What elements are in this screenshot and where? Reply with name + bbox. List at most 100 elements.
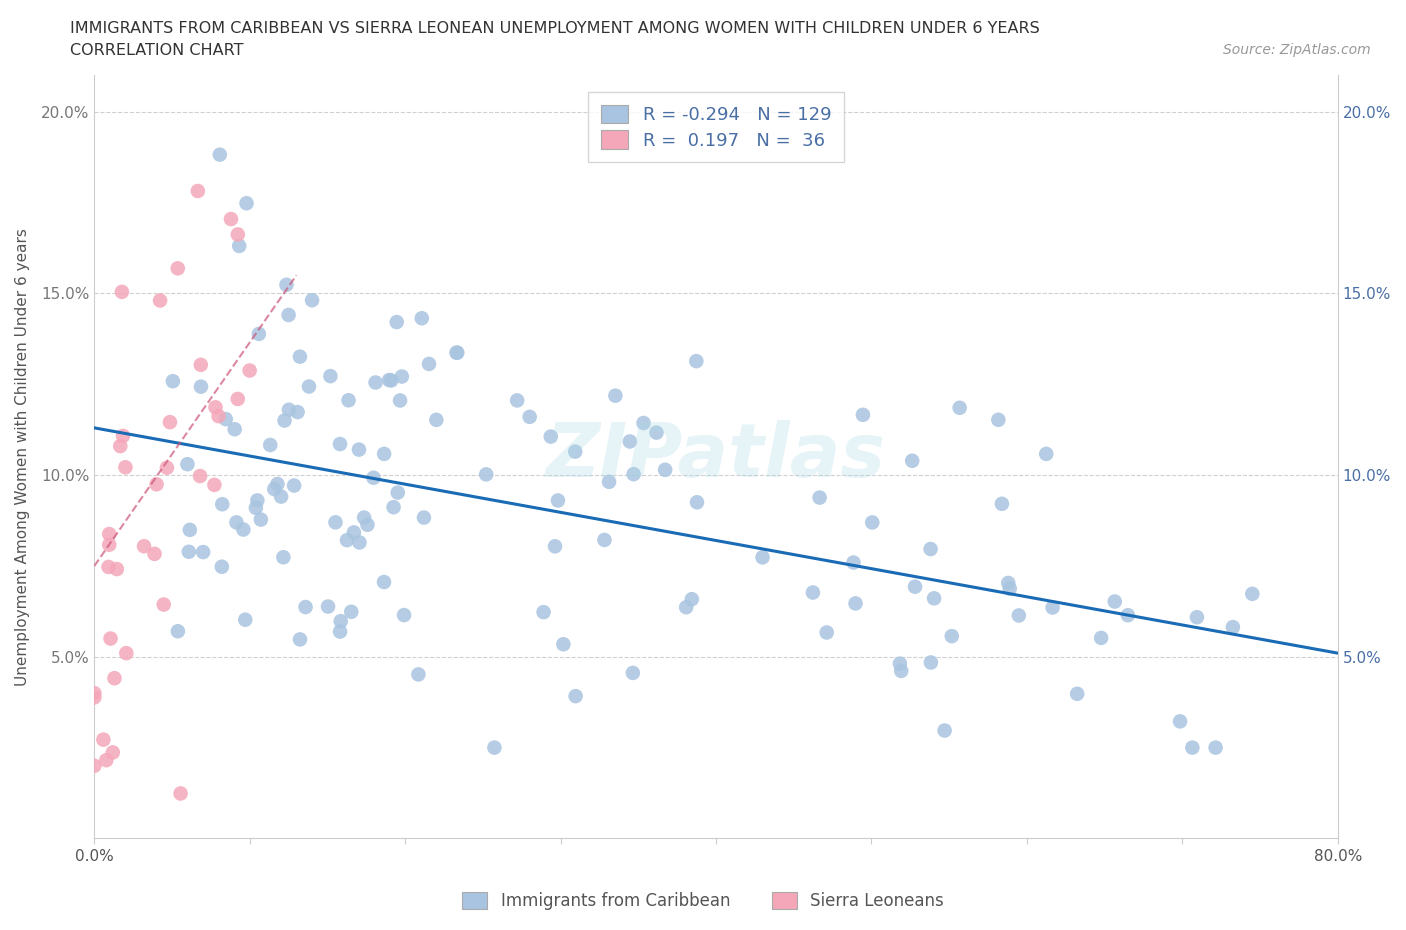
Point (889, 657, 911, 671)
Point (1222, 619, 1244, 634)
Point (645, 425, 668, 440)
Point (263, 482, 285, 497)
Point (204, 400, 226, 415)
Point (621, 666, 644, 681)
Point (105, 562, 128, 577)
Point (1066, 686, 1088, 701)
Point (233, 612, 256, 627)
Point (169, 786, 191, 801)
Point (226, 392, 249, 406)
Point (411, 311, 433, 325)
Point (325, 515, 347, 530)
Point (277, 308, 299, 323)
Point (901, 453, 924, 468)
Point (382, 499, 405, 514)
Point (207, 408, 229, 423)
Point (413, 511, 436, 525)
Point (623, 467, 645, 482)
Point (132, 538, 155, 553)
Point (101, 745, 124, 760)
Point (190, 357, 212, 372)
Point (225, 515, 247, 530)
Point (890, 663, 912, 678)
Point (378, 373, 401, 388)
Point (385, 314, 408, 329)
Point (356, 517, 378, 532)
Point (228, 238, 250, 253)
Text: Source: ZipAtlas.com: Source: ZipAtlas.com (1223, 43, 1371, 57)
Point (115, 645, 138, 660)
Point (152, 597, 174, 612)
Point (425, 412, 447, 427)
Point (188, 469, 211, 484)
Point (934, 724, 956, 738)
Point (852, 407, 875, 422)
Point (389, 393, 412, 408)
Point (336, 533, 359, 548)
Point (98, 526, 121, 541)
Point (380, 373, 402, 388)
Point (219, 212, 242, 227)
Point (353, 511, 375, 525)
Point (484, 740, 506, 755)
Point (266, 476, 288, 491)
Point (920, 655, 942, 670)
Point (277, 403, 299, 418)
Point (316, 599, 339, 614)
Point (392, 607, 415, 622)
Point (179, 523, 201, 538)
Point (920, 541, 942, 556)
Point (1035, 446, 1057, 461)
Point (605, 388, 627, 403)
Point (475, 467, 498, 482)
Point (808, 490, 831, 505)
Point (593, 533, 616, 548)
Point (941, 629, 963, 644)
Point (446, 345, 468, 360)
Point (159, 415, 181, 430)
Point (283, 478, 305, 493)
Point (1116, 608, 1139, 623)
Point (191, 545, 214, 560)
Point (1205, 740, 1227, 755)
Point (167, 624, 190, 639)
Point (1104, 594, 1126, 609)
Point (553, 637, 575, 652)
Point (110, 439, 132, 454)
Y-axis label: Unemployment Among Women with Children Under 6 years: Unemployment Among Women with Children U… (15, 228, 30, 686)
Point (540, 429, 562, 444)
Point (250, 512, 273, 527)
Point (446, 345, 468, 360)
Point (177, 544, 200, 559)
Point (288, 350, 311, 365)
Point (547, 493, 569, 508)
Point (232, 522, 254, 537)
Point (226, 227, 249, 242)
Point (83, 758, 105, 773)
Point (259, 437, 281, 452)
Point (149, 293, 172, 308)
Point (564, 689, 586, 704)
Point (187, 183, 209, 198)
Point (298, 379, 321, 394)
Point (842, 555, 865, 570)
Point (176, 457, 198, 472)
Point (387, 485, 409, 500)
Point (519, 409, 541, 424)
Point (1168, 714, 1191, 729)
Point (97, 560, 120, 575)
Point (111, 429, 134, 444)
Point (1090, 631, 1112, 645)
Point (114, 459, 136, 474)
Point (373, 446, 395, 461)
Point (949, 400, 972, 415)
Point (598, 474, 620, 489)
Point (329, 624, 352, 639)
Point (190, 379, 212, 394)
Point (751, 550, 773, 565)
Point (685, 353, 707, 368)
Point (997, 576, 1019, 591)
Point (145, 477, 167, 492)
Point (860, 515, 883, 530)
Text: CORRELATION CHART: CORRELATION CHART (70, 43, 243, 58)
